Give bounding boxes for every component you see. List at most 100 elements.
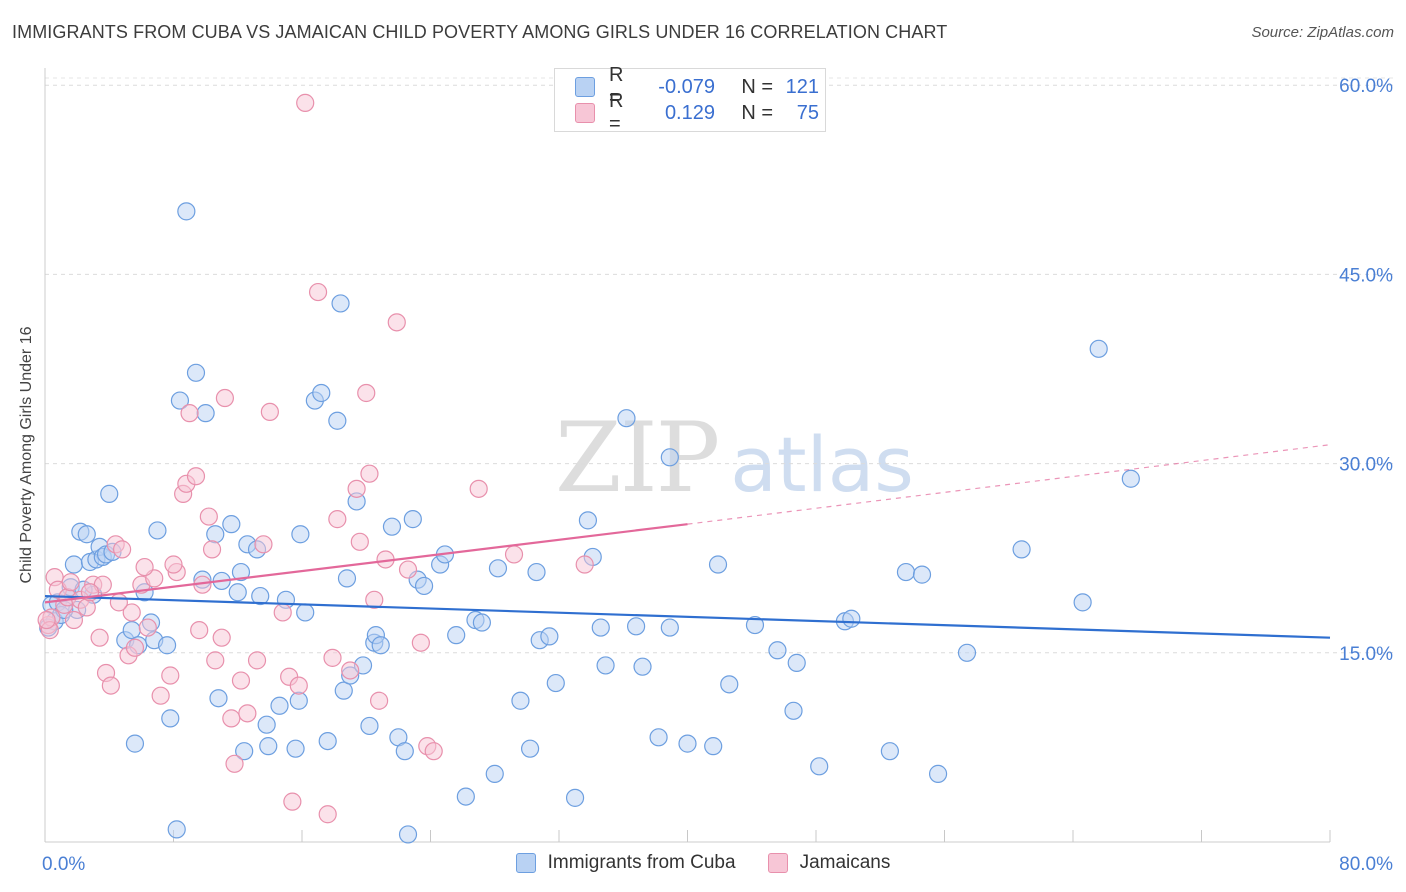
legend-label-cuba: Immigrants from Cuba <box>547 852 736 873</box>
point-cuba <box>660 618 679 637</box>
point-cuba <box>896 562 916 582</box>
axes <box>44 68 1331 843</box>
point-cuba <box>565 788 585 807</box>
point-cuba <box>596 656 615 675</box>
point-cuba <box>235 742 254 761</box>
chart-title: IMMIGRANTS FROM CUBA VS JAMAICAN CHILD P… <box>12 22 948 42</box>
point-jamaicans <box>504 545 524 564</box>
point-cuba <box>626 617 646 636</box>
stats-legend: R = -0.079 N = 121 R = 0.129 N = 75 <box>554 64 826 135</box>
point-jamaicans <box>341 661 360 680</box>
point-jamaicans <box>411 633 430 652</box>
point-cuba <box>488 559 508 578</box>
point-cuba <box>398 825 418 844</box>
legend-r-value: -0.079 <box>658 75 715 98</box>
point-cuba <box>222 515 241 534</box>
point-jamaicans <box>347 479 366 498</box>
point-jamaicans <box>206 651 225 670</box>
legend-swatch-jamaicans <box>575 103 595 123</box>
point-cuba <box>395 742 414 761</box>
source-label: Source: ZipAtlas.com <box>1251 24 1394 41</box>
point-jamaicans <box>387 313 406 332</box>
point-cuba <box>784 701 803 720</box>
point-cuba <box>167 820 186 839</box>
point-jamaicans <box>61 573 80 592</box>
point-cuba <box>186 363 206 382</box>
point-jamaicans <box>77 598 96 617</box>
point-cuba <box>660 448 679 467</box>
point-cuba <box>206 525 225 544</box>
y-axis-label: Child Poverty Among Girls Under 16 <box>18 326 35 584</box>
y-tick-label: 30.0% <box>1339 455 1393 476</box>
point-jamaicans <box>135 557 154 577</box>
point-jamaicans <box>90 628 109 647</box>
point-jamaicans <box>64 610 84 630</box>
y-tick-label: 45.0% <box>1339 265 1393 286</box>
point-cuba <box>125 734 145 753</box>
point-cuba <box>196 404 215 423</box>
point-cuba <box>414 576 434 596</box>
point-jamaicans <box>202 540 222 559</box>
legend-n-label: N = <box>741 101 773 124</box>
point-cuba <box>371 636 390 655</box>
point-jamaicans <box>109 593 128 612</box>
point-cuba <box>209 689 228 708</box>
point-cuba <box>957 643 977 662</box>
point-cuba <box>649 728 668 747</box>
point-cuba <box>456 787 475 806</box>
legend-swatch-cuba <box>515 853 536 873</box>
legend-r-label: R = <box>609 90 624 135</box>
legend-label-jamaicans: Jamaicans <box>799 852 891 873</box>
point-jamaicans <box>151 686 170 705</box>
legend-row-jamaicans: R = 0.129 N = 75 <box>575 90 819 135</box>
point-jamaicans <box>37 610 56 630</box>
point-cuba <box>382 517 402 536</box>
point-jamaicans <box>365 590 384 609</box>
point-jamaicans <box>238 704 257 723</box>
trend-line-jamaicans-extension <box>687 444 1331 525</box>
point-cuba <box>704 737 723 756</box>
point-jamaicans <box>469 479 488 498</box>
point-cuba <box>251 586 270 606</box>
point-jamaicans <box>180 404 199 423</box>
point-jamaicans <box>360 464 379 483</box>
trend-lines <box>44 444 1331 639</box>
point-jamaicans <box>161 666 180 685</box>
legend-item-cuba[interactable]: Immigrants from Cuba <box>515 852 736 874</box>
point-jamaicans <box>199 507 218 526</box>
series-jamaicans-points <box>37 93 594 824</box>
point-cuba <box>540 627 559 646</box>
legend-n-value: 75 <box>796 101 819 124</box>
tick-labels: 15.0% 30.0% 45.0% 60.0% 0.0% 80.0% <box>42 76 1393 875</box>
point-cuba <box>1089 339 1108 358</box>
legend-n-value: 121 <box>785 75 819 98</box>
legend-row-cuba: R = -0.079 N = 121 <box>575 64 819 109</box>
point-jamaicans <box>222 709 241 728</box>
series-legend: Immigrants from Cuba Jamaicans <box>0 852 1406 874</box>
point-cuba <box>485 764 504 783</box>
legend-swatch-cuba <box>575 77 595 97</box>
point-cuba <box>270 696 289 715</box>
point-jamaicans <box>212 628 231 647</box>
point-cuba <box>328 411 347 430</box>
point-cuba <box>591 618 610 637</box>
point-cuba <box>259 737 278 756</box>
point-cuba <box>337 569 357 588</box>
point-cuba <box>296 603 315 622</box>
point-cuba <box>122 621 141 640</box>
point-cuba <box>527 562 546 582</box>
legend-item-jamaicans[interactable]: Jamaicans <box>767 852 891 874</box>
watermark-atlas: atlas <box>730 420 914 509</box>
point-cuba <box>1012 540 1031 559</box>
point-cuba <box>546 673 565 693</box>
point-cuba <box>678 734 697 753</box>
point-cuba <box>1073 593 1092 612</box>
point-jamaicans <box>575 555 594 574</box>
point-cuba <box>231 562 251 582</box>
point-cuba <box>312 383 331 403</box>
point-cuba <box>842 609 861 628</box>
watermark: ZIP atlas <box>555 402 914 514</box>
legend-r-value: 0.129 <box>664 101 715 124</box>
point-cuba <box>928 764 948 783</box>
